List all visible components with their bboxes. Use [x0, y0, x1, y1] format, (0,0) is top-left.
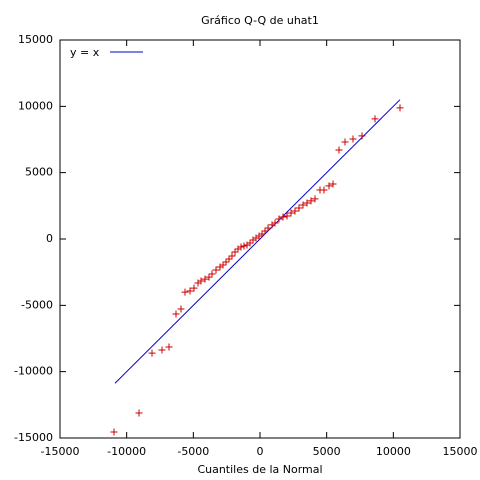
point	[190, 284, 198, 292]
point	[299, 201, 307, 209]
point	[172, 310, 180, 318]
point	[325, 182, 333, 190]
chart-title: Gráfico Q-Q de uhat1	[201, 14, 319, 27]
x-tick-label: 15000	[443, 445, 478, 458]
point	[240, 242, 248, 250]
y-tick-label: 15000	[18, 33, 53, 46]
point	[148, 349, 156, 357]
y-tick-label: -15000	[14, 431, 53, 444]
point	[396, 104, 404, 112]
legend-label: y = x	[70, 46, 100, 59]
reference-line	[114, 99, 401, 384]
point	[279, 213, 287, 221]
point	[208, 270, 216, 278]
y-tick-label: -10000	[14, 365, 53, 378]
point	[275, 215, 283, 223]
point	[291, 207, 299, 215]
point	[225, 255, 233, 263]
point	[335, 146, 343, 154]
point	[110, 428, 118, 436]
point	[135, 409, 143, 417]
point	[237, 243, 245, 251]
y-tick-label: 10000	[18, 99, 53, 112]
x-tick-label: 0	[257, 445, 264, 458]
point	[358, 132, 366, 140]
x-tick-label: 10000	[376, 445, 411, 458]
x-tick-label: 5000	[313, 445, 341, 458]
point	[307, 197, 315, 205]
point	[219, 261, 227, 269]
y-tick-label: 0	[46, 232, 53, 245]
point	[246, 239, 254, 247]
point	[165, 343, 173, 351]
point	[258, 230, 266, 238]
x-tick-label: -15000	[41, 445, 80, 458]
point	[329, 180, 337, 188]
point	[201, 275, 209, 283]
point	[303, 199, 311, 207]
point	[295, 204, 303, 212]
point	[181, 288, 189, 296]
point	[158, 346, 166, 354]
point	[228, 252, 236, 260]
x-axis-label: Cuantiles de la Normal	[197, 463, 322, 476]
point	[186, 287, 194, 295]
point	[205, 273, 213, 281]
point	[287, 209, 295, 217]
point	[283, 212, 291, 220]
point	[212, 266, 220, 274]
point	[261, 227, 269, 235]
point	[231, 248, 239, 256]
point	[311, 195, 319, 203]
point	[222, 258, 230, 266]
point	[271, 219, 279, 227]
y-tick-label: 5000	[25, 166, 53, 179]
point	[341, 138, 349, 146]
point	[177, 305, 185, 313]
point	[264, 224, 272, 232]
x-tick-label: -5000	[177, 445, 209, 458]
x-tick-label: -10000	[107, 445, 146, 458]
y-tick-label: -5000	[21, 298, 53, 311]
point	[371, 115, 379, 123]
point	[349, 135, 357, 143]
point	[197, 277, 205, 285]
point	[320, 186, 328, 194]
